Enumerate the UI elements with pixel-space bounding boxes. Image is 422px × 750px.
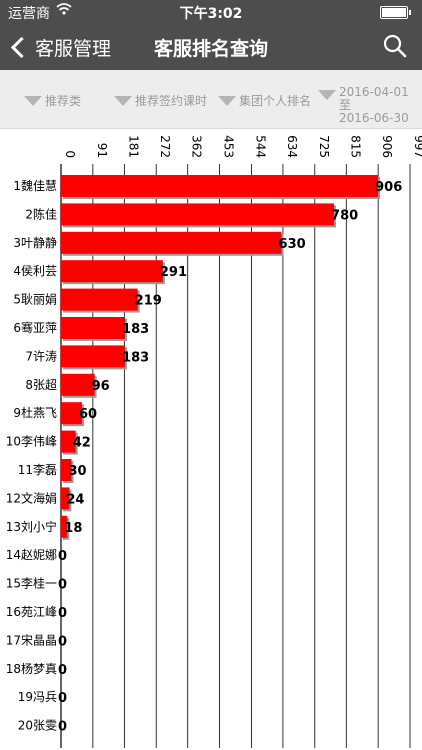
x-tick-label: 906: [380, 135, 394, 158]
value-label: 0: [58, 663, 67, 678]
bar: [61, 288, 138, 311]
bar: [61, 345, 126, 368]
triangle-down-icon: [218, 95, 236, 106]
filter-lesson[interactable]: 推荐签约课时: [114, 92, 207, 109]
value-label: 183: [122, 350, 149, 365]
x-tick-label: 725: [317, 135, 331, 158]
triangle-down-icon: [24, 95, 42, 106]
x-tick-label: 0: [63, 150, 77, 158]
status-time: 下午3:02: [179, 6, 243, 22]
bar: [61, 231, 282, 254]
category-label: 16苑江峰: [6, 605, 57, 619]
value-label: 219: [135, 294, 162, 309]
filter-bar: 推荐类 推荐签约课时 集团个人排名 2016-04-01 至 2016-06-3…: [0, 70, 422, 129]
bar: [61, 430, 76, 453]
x-tick-label: 181: [126, 135, 140, 158]
value-label: 0: [58, 720, 67, 735]
category-label: 9杜燕飞: [13, 405, 57, 420]
triangle-down-icon: [114, 95, 132, 106]
bar: [61, 203, 335, 226]
category-label: 20张雯: [18, 719, 57, 733]
value-label: 183: [122, 322, 149, 337]
search-icon: [383, 34, 407, 58]
value-label: 30: [69, 464, 87, 479]
bar: [61, 515, 68, 538]
bar: [61, 487, 70, 510]
category-label: 8张超: [25, 377, 57, 392]
ranking-bar-chart: 0 91 181 272 362 453 544 634 725 815 906 997 1魏佳慧 906…: [6, 135, 422, 748]
bar: [61, 402, 83, 425]
category-label: 11李磊: [18, 462, 57, 477]
filter-group-label: 集团个人排名: [239, 94, 312, 108]
category-label: 1魏佳慧: [13, 178, 57, 193]
back-label: 客服管理: [35, 37, 112, 60]
category-label: 2陈佳: [25, 206, 57, 221]
triangle-down-icon: [318, 90, 336, 100]
bar: [61, 373, 95, 396]
bar: [61, 459, 72, 481]
filter-group[interactable]: 集团个人排名: [218, 92, 311, 109]
value-label: 906: [375, 180, 402, 195]
wifi-icon: [56, 2, 72, 20]
filter-date-range[interactable]: 2016-04-01 至 2016-06-30: [318, 86, 422, 125]
value-label: 42: [73, 436, 91, 451]
category-label: 14赵妮娜: [6, 548, 57, 562]
category-label: 5耿丽娟: [13, 293, 57, 307]
category-label: 10李伟峰: [6, 434, 57, 449]
value-label: 0: [58, 634, 67, 649]
search-button[interactable]: [382, 33, 408, 59]
bar: [61, 317, 126, 339]
bar: [61, 260, 163, 283]
filter-type-label: 推荐类: [45, 94, 82, 108]
category-label: 18杨梦真: [6, 661, 57, 676]
category-label: 15李桂一: [6, 576, 57, 591]
value-label: 780: [331, 208, 358, 223]
value-label: 18: [64, 521, 82, 536]
category-label: 17宋晶晶: [6, 632, 57, 647]
bar: [61, 175, 379, 197]
x-tick-label: 362: [190, 135, 204, 158]
category-label: 6骞亚萍: [13, 320, 57, 335]
filter-type[interactable]: 推荐类: [24, 92, 81, 109]
filter-lesson-label: 推荐签约课时: [135, 94, 208, 108]
category-label: 13刘小宁: [6, 519, 57, 534]
x-tick-label: 453: [222, 135, 236, 158]
back-button[interactable]: 客服管理: [6, 32, 111, 62]
date-end: 2016-06-30: [339, 111, 409, 125]
chevron-left-icon: [10, 36, 33, 58]
value-label: 0: [58, 691, 67, 706]
x-tick-label: 815: [348, 135, 362, 158]
x-tick-label: 91: [95, 143, 109, 158]
category-label: 7许涛: [25, 348, 57, 363]
category-label: 3叶静静: [13, 236, 57, 250]
value-label: 0: [58, 578, 67, 593]
x-tick-label: 997: [412, 135, 422, 158]
value-label: 96: [92, 379, 110, 394]
x-tick-label: 634: [285, 135, 299, 158]
category-label: 4侯利芸: [13, 264, 57, 278]
value-label: 0: [58, 549, 67, 564]
status-bar: 运营商 下午3:02: [0, 0, 422, 24]
carrier-name: 运营商: [8, 6, 50, 22]
value-label: 630: [279, 237, 306, 252]
category-label: 12文海娟: [6, 490, 57, 505]
x-tick-label: 272: [158, 135, 172, 158]
value-label: 291: [160, 265, 187, 280]
battery-icon: [380, 6, 411, 19]
x-tick-label: 544: [253, 135, 267, 158]
date-start: 2016-04-01 至: [339, 85, 409, 112]
value-label: 24: [66, 492, 84, 507]
category-label: 19冯兵: [18, 690, 57, 704]
value-label: 60: [79, 407, 97, 422]
nav-bar: 客服管理 客服排名查询: [0, 24, 422, 70]
value-label: 0: [58, 606, 67, 621]
